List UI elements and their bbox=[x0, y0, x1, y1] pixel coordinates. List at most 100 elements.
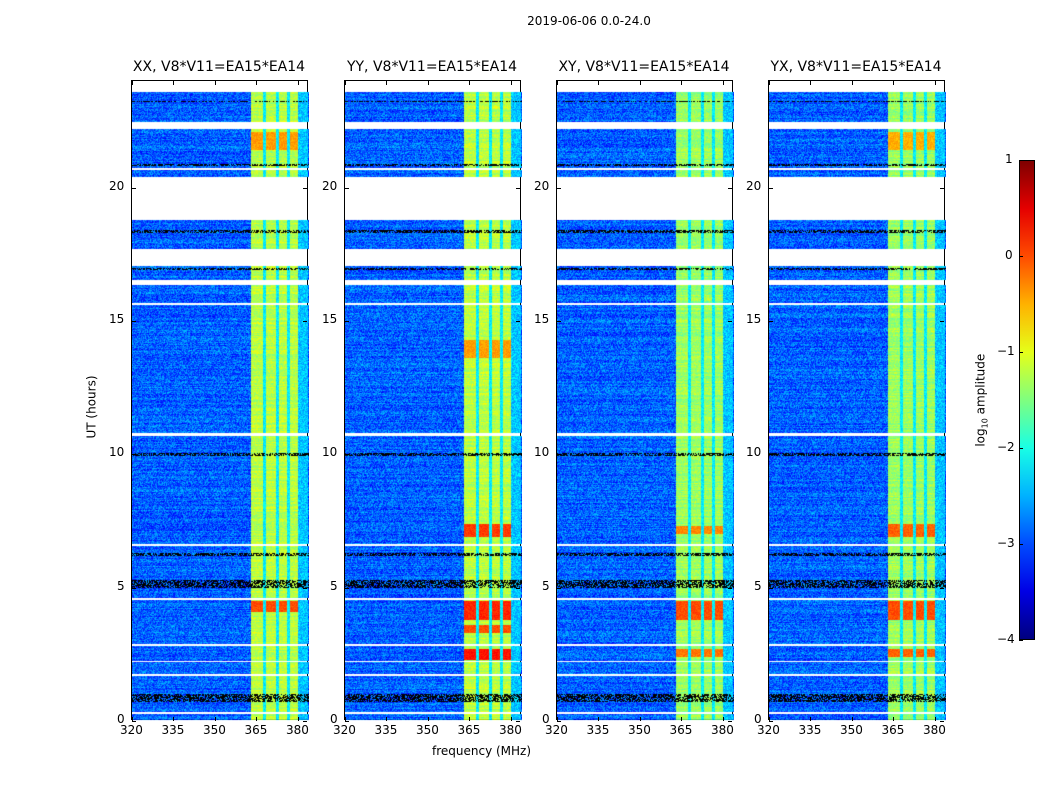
y-tick bbox=[769, 587, 773, 589]
x-tick bbox=[132, 81, 133, 85]
y-tick bbox=[557, 454, 561, 456]
y-tick-label: 15 bbox=[322, 312, 338, 326]
x-tick-label: 365 bbox=[881, 723, 905, 737]
colorbar-tick bbox=[1019, 352, 1023, 353]
y-tick bbox=[303, 587, 307, 589]
y-tick-label: 20 bbox=[109, 178, 125, 193]
y-tick-label: 20 bbox=[322, 178, 338, 193]
colorbar-label-log: log bbox=[973, 428, 988, 447]
y-tick bbox=[345, 321, 349, 322]
x-tick bbox=[345, 81, 346, 85]
x-tick bbox=[934, 81, 936, 85]
x-tick-label: 380 bbox=[285, 723, 309, 737]
x-tick-label: 380 bbox=[922, 723, 946, 737]
y-tick bbox=[303, 721, 307, 722]
x-tick bbox=[639, 81, 641, 85]
x-tick-label: 320 bbox=[120, 723, 143, 737]
y-tick-label: 20 bbox=[746, 178, 762, 193]
heatmap-panel bbox=[131, 80, 309, 722]
y-tick bbox=[345, 587, 349, 589]
y-tick bbox=[345, 721, 349, 722]
colorbar-tick-label: −1 bbox=[997, 344, 1015, 358]
x-tick-label: 365 bbox=[244, 723, 268, 737]
y-tick-label: 5 bbox=[754, 578, 762, 593]
y-tick bbox=[557, 321, 561, 322]
y-tick bbox=[940, 454, 944, 456]
colorbar-label-rest: amplitude bbox=[973, 353, 988, 419]
colorbar-label-sub: 10 bbox=[980, 418, 990, 429]
y-tick-label: 0 bbox=[117, 712, 125, 726]
colorbar bbox=[1019, 160, 1035, 640]
x-tick bbox=[681, 81, 683, 85]
colorbar-tick bbox=[1019, 640, 1023, 641]
x-tick bbox=[214, 717, 216, 721]
x-tick bbox=[769, 81, 770, 85]
x-tick bbox=[297, 717, 299, 721]
x-tick bbox=[810, 717, 812, 721]
x-tick bbox=[386, 81, 388, 85]
x-tick bbox=[297, 81, 299, 85]
x-tick-label: 335 bbox=[161, 723, 185, 737]
y-tick bbox=[940, 187, 944, 189]
x-tick bbox=[132, 717, 133, 721]
y-tick bbox=[516, 187, 520, 189]
x-tick-label: 335 bbox=[374, 723, 398, 737]
x-tick-label: 380 bbox=[710, 723, 734, 737]
y-tick-label: 5 bbox=[330, 578, 338, 593]
y-tick-label: 0 bbox=[330, 712, 338, 726]
y-axis-label: UT (hours) bbox=[84, 375, 99, 439]
x-tick bbox=[722, 81, 724, 85]
x-tick bbox=[769, 717, 770, 721]
x-tick bbox=[598, 81, 600, 85]
y-tick bbox=[940, 587, 944, 589]
x-tick bbox=[469, 717, 471, 721]
colorbar-tick bbox=[1019, 448, 1023, 449]
x-tick bbox=[345, 717, 346, 721]
y-tick bbox=[728, 187, 732, 189]
x-tick bbox=[851, 81, 853, 85]
heatmap-image bbox=[132, 81, 309, 721]
y-tick bbox=[940, 321, 944, 322]
x-tick bbox=[427, 717, 429, 721]
x-tick bbox=[557, 81, 558, 85]
x-tick bbox=[510, 81, 512, 85]
heatmap-panel bbox=[344, 80, 522, 722]
x-tick bbox=[256, 81, 258, 85]
y-tick-label: 10 bbox=[534, 445, 550, 460]
y-tick bbox=[557, 721, 561, 722]
panel-title: YY, V8*V11=EA15*EA14 bbox=[346, 59, 518, 75]
y-tick bbox=[728, 721, 732, 722]
y-tick bbox=[516, 321, 520, 322]
x-tick-label: 320 bbox=[545, 723, 568, 737]
panel-title: XY, V8*V11=EA15*EA14 bbox=[558, 59, 730, 75]
y-tick bbox=[769, 454, 773, 456]
x-tick-label: 380 bbox=[498, 723, 522, 737]
x-tick bbox=[256, 717, 258, 721]
y-tick bbox=[345, 454, 349, 456]
y-tick bbox=[516, 721, 520, 722]
colorbar-tick-label: 1 bbox=[1005, 152, 1013, 166]
y-tick bbox=[940, 721, 944, 722]
y-tick bbox=[728, 587, 732, 589]
y-tick bbox=[516, 454, 520, 456]
x-axis-label: frequency (MHz) bbox=[432, 744, 532, 758]
x-tick bbox=[173, 717, 175, 721]
x-tick bbox=[598, 717, 600, 721]
x-tick bbox=[934, 717, 936, 721]
colorbar-tick bbox=[1019, 160, 1023, 161]
y-tick bbox=[303, 454, 307, 456]
colorbar-label: log10 amplitude bbox=[973, 354, 989, 447]
figure-title: 2019-06-06 0.0-24.0 bbox=[527, 14, 651, 28]
colorbar-tick-label: 0 bbox=[1005, 248, 1013, 262]
y-tick-label: 5 bbox=[542, 578, 550, 593]
x-tick-label: 350 bbox=[839, 723, 863, 737]
x-tick-label: 365 bbox=[669, 723, 693, 737]
x-tick-label: 320 bbox=[333, 723, 356, 737]
x-tick bbox=[810, 81, 812, 85]
y-tick-label: 15 bbox=[534, 312, 550, 326]
y-tick bbox=[516, 587, 520, 589]
y-tick bbox=[132, 454, 136, 456]
x-tick-label: 335 bbox=[586, 723, 610, 737]
x-tick bbox=[214, 81, 216, 85]
